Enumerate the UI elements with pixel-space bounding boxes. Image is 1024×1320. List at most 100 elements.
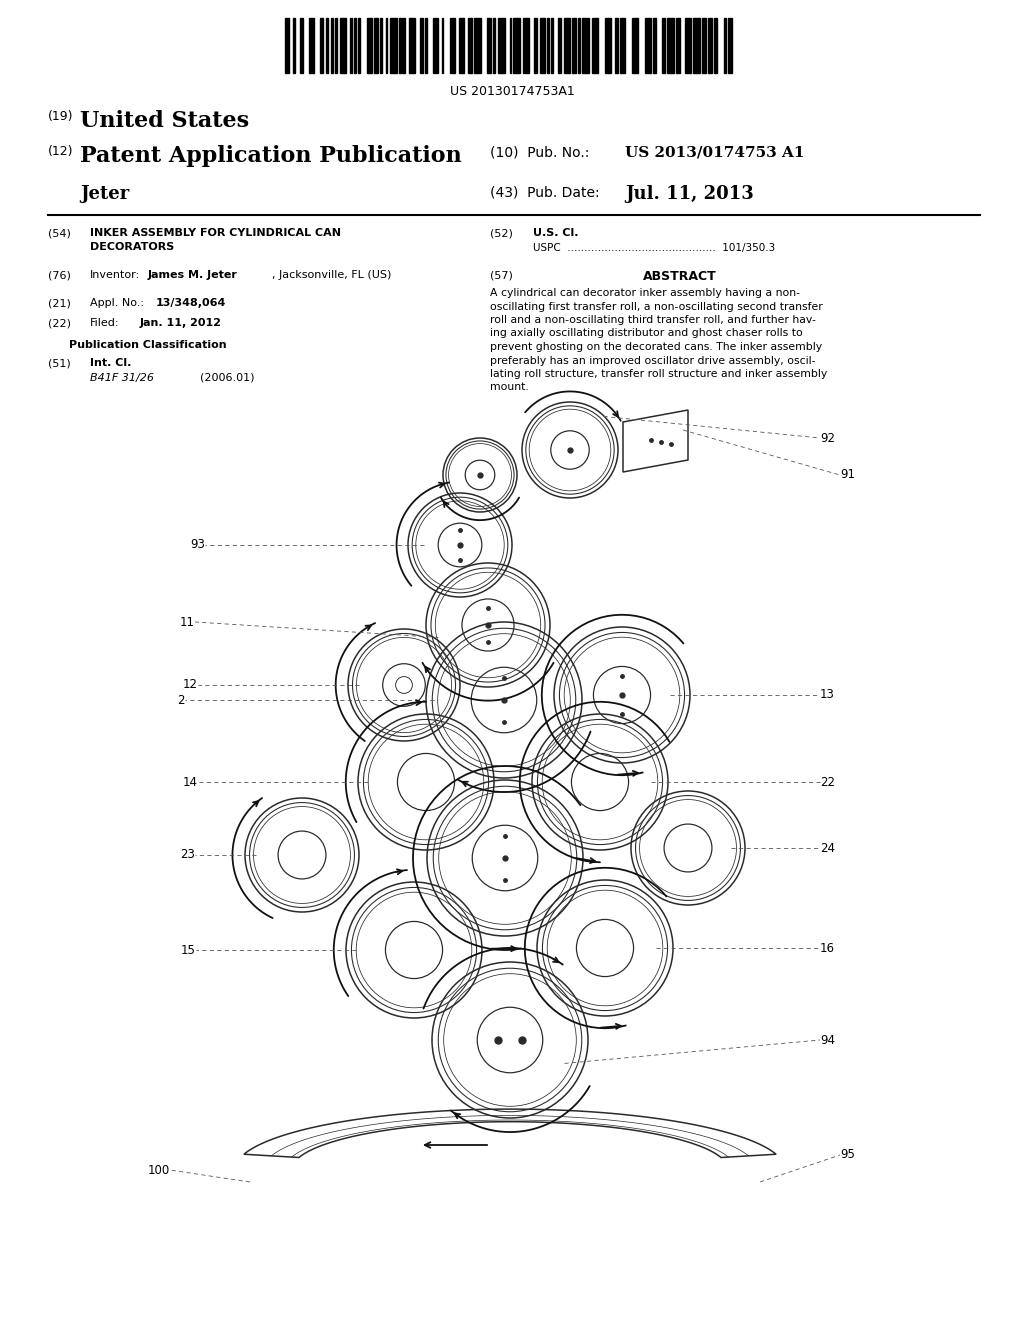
Bar	[499, 18, 505, 73]
Bar	[380, 18, 382, 73]
Text: 94: 94	[820, 1034, 835, 1047]
Text: (2006.01): (2006.01)	[200, 374, 255, 383]
Text: (57): (57)	[490, 271, 513, 280]
Text: ABSTRACT: ABSTRACT	[643, 271, 717, 282]
Bar	[474, 18, 480, 73]
Text: James M. Jeter: James M. Jeter	[148, 271, 238, 280]
Text: Publication Classification: Publication Classification	[70, 341, 226, 350]
Text: (52): (52)	[490, 228, 513, 238]
Bar	[367, 18, 372, 73]
Bar	[583, 18, 589, 73]
Text: 15: 15	[181, 944, 196, 957]
Text: 92: 92	[820, 432, 835, 445]
Bar	[354, 18, 355, 73]
Bar	[614, 18, 617, 73]
Text: (21): (21)	[48, 298, 71, 308]
Text: (54): (54)	[48, 228, 71, 238]
Bar	[398, 18, 400, 73]
Bar	[541, 18, 545, 73]
Text: lating roll structure, transfer roll structure and inker assembly: lating roll structure, transfer roll str…	[490, 370, 827, 379]
Bar	[572, 18, 575, 73]
Text: , Jacksonville, FL (US): , Jacksonville, FL (US)	[272, 271, 391, 280]
Bar	[493, 18, 495, 73]
Bar	[433, 18, 438, 73]
Bar	[450, 18, 455, 73]
Text: (12): (12)	[48, 145, 74, 158]
Text: US 2013/0174753 A1: US 2013/0174753 A1	[625, 145, 805, 158]
Bar	[632, 18, 638, 73]
Bar	[300, 18, 303, 73]
Bar	[663, 18, 666, 73]
Text: (10)  Pub. No.:: (10) Pub. No.:	[490, 145, 590, 158]
Text: US 20130174753A1: US 20130174753A1	[450, 84, 574, 98]
Bar	[294, 18, 295, 73]
Bar	[331, 18, 334, 73]
Bar	[676, 18, 680, 73]
Bar	[459, 18, 464, 73]
Bar	[441, 18, 443, 73]
Bar	[693, 18, 699, 73]
Text: 93: 93	[190, 539, 205, 552]
Text: Jeter: Jeter	[80, 185, 129, 203]
Bar	[604, 18, 611, 73]
Bar	[350, 18, 352, 73]
Text: 23: 23	[180, 849, 195, 862]
Text: INKER ASSEMBLY FOR CYLINDRICAL CAN: INKER ASSEMBLY FOR CYLINDRICAL CAN	[90, 228, 341, 238]
Bar	[468, 18, 472, 73]
Text: 100: 100	[147, 1163, 170, 1176]
Text: 11: 11	[180, 615, 195, 628]
Bar	[513, 18, 520, 73]
Bar	[714, 18, 717, 73]
Bar	[309, 18, 314, 73]
Text: 13/348,064: 13/348,064	[156, 298, 226, 308]
Bar	[326, 18, 328, 73]
Bar	[552, 18, 553, 73]
Text: 22: 22	[820, 776, 835, 788]
Text: Jul. 11, 2013: Jul. 11, 2013	[625, 185, 754, 203]
Bar	[728, 18, 732, 73]
Bar	[374, 18, 378, 73]
Bar	[579, 18, 581, 73]
Text: ing axially oscillating distributor and ghost chaser rolls to: ing axially oscillating distributor and …	[490, 329, 803, 338]
Text: B41F 31/26: B41F 31/26	[90, 374, 154, 383]
Bar	[558, 18, 561, 73]
Text: 91: 91	[840, 469, 855, 482]
Bar	[420, 18, 423, 73]
Text: preferably has an improved oscillator drive assembly, oscil-: preferably has an improved oscillator dr…	[490, 355, 815, 366]
Bar	[487, 18, 490, 73]
Text: (51): (51)	[48, 358, 71, 368]
Bar	[621, 18, 625, 73]
Text: A cylindrical can decorator inker assembly having a non-: A cylindrical can decorator inker assemb…	[490, 288, 800, 298]
Bar	[708, 18, 712, 73]
Bar	[386, 18, 387, 73]
Bar	[547, 18, 549, 73]
Bar	[402, 18, 406, 73]
Text: (19): (19)	[48, 110, 74, 123]
Text: USPC  ............................................  101/350.3: USPC ...................................…	[534, 243, 775, 253]
Bar	[285, 18, 289, 73]
Bar	[340, 18, 346, 73]
Text: Filed:: Filed:	[90, 318, 120, 327]
Bar	[522, 18, 529, 73]
Bar	[534, 18, 538, 73]
Text: roll and a non-oscillating third transfer roll, and further hav-: roll and a non-oscillating third transfe…	[490, 315, 816, 325]
Text: DECORATORS: DECORATORS	[90, 242, 174, 252]
Bar	[409, 18, 416, 73]
Text: 14: 14	[183, 776, 198, 788]
Text: Int. Cl.: Int. Cl.	[90, 358, 131, 368]
Text: 24: 24	[820, 842, 835, 854]
Text: Appl. No.:: Appl. No.:	[90, 298, 144, 308]
Text: 13: 13	[820, 689, 835, 701]
Text: (22): (22)	[48, 318, 71, 327]
Bar	[563, 18, 570, 73]
Bar	[653, 18, 655, 73]
Text: (43)  Pub. Date:: (43) Pub. Date:	[490, 185, 600, 199]
Bar	[702, 18, 707, 73]
Bar	[724, 18, 726, 73]
Text: 12: 12	[183, 678, 198, 692]
Bar	[425, 18, 427, 73]
Text: United States: United States	[80, 110, 249, 132]
Bar	[510, 18, 511, 73]
Text: (76): (76)	[48, 271, 71, 280]
Bar	[321, 18, 324, 73]
